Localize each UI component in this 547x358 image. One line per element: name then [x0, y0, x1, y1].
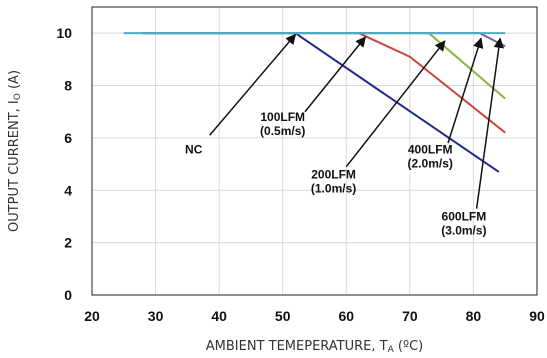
x-axis-label: AMBIENT TEMEPERATURE, TA (ºC) [206, 339, 423, 355]
tick-labels: 20 30 40 50 60 70 80 90 0 2 4 6 8 10 [56, 25, 545, 324]
annotation-arrow [345, 40, 446, 168]
annotation-label: (2.0m/s) [408, 157, 453, 171]
annotation-label: 200LFM [311, 167, 356, 181]
y-axis-label-unit: (A) [7, 70, 22, 93]
x-tick-label: 30 [148, 308, 164, 324]
annotation-label: 600LFM [442, 209, 487, 223]
y-axis-label: OUTPUT CURRENT, IO (A) [7, 70, 23, 232]
x-axis-label-main: AMBIENT TEMEPERATURE, T [206, 339, 388, 354]
y-tick-label: 4 [64, 182, 72, 198]
y-tick-label: 0 [64, 287, 72, 303]
x-tick-label: 80 [466, 308, 482, 324]
x-tick-label: 60 [338, 308, 354, 324]
annotation-arrow [304, 36, 367, 113]
series-line [142, 32, 506, 48]
annotation-arrow [209, 33, 297, 136]
annotation-arrow [475, 37, 505, 209]
y-tick-label: 6 [64, 130, 72, 146]
annotation-arrow [447, 37, 484, 144]
y-tick-label: 8 [64, 78, 72, 94]
x-tick-label: 40 [211, 308, 227, 324]
annotation-label: 400LFM [408, 143, 453, 157]
x-tick-label: 20 [84, 308, 100, 324]
annotation-label: 100LFM [260, 110, 305, 124]
y-axis-label-main: OUTPUT CURRENT, I [7, 100, 22, 232]
x-axis-label-sub: A [388, 345, 395, 355]
x-tick-label: 50 [275, 308, 291, 324]
annotation-label: (0.5m/s) [260, 124, 305, 138]
annotation-label: NC [185, 143, 203, 157]
annotation-label: (1.0m/s) [311, 181, 356, 195]
x-tick-label: 90 [529, 308, 545, 324]
y-axis-label-sub: O [13, 93, 23, 100]
annotations: NC 100LFM(0.5m/s) 200LFM(1.0m/s) 400LFM(2.0… [185, 33, 505, 237]
y-tick-label: 2 [64, 235, 72, 251]
y-tick-label: 10 [56, 25, 72, 41]
gridlines [92, 7, 537, 295]
x-tick-label: 70 [402, 308, 418, 324]
series-line [142, 32, 506, 134]
annotation-label: (3.0m/s) [441, 223, 486, 237]
x-axis-label-unit: (ºC) [394, 339, 423, 354]
plot-area-frame [91, 6, 538, 296]
